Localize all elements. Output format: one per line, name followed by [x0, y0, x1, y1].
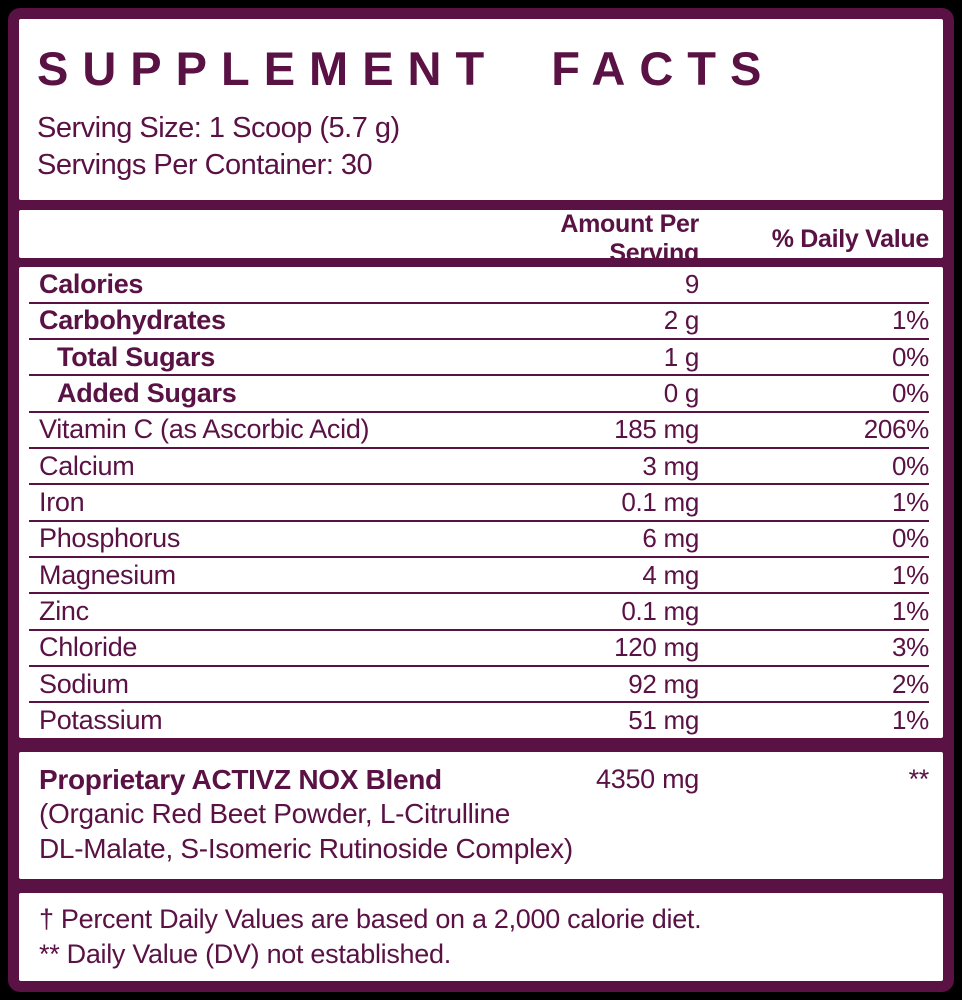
- nutrient-label: Phosphorus: [39, 523, 181, 554]
- table-row: Sodium 92 mg 2%: [29, 667, 929, 704]
- nutrient-label: Carbohydrates: [39, 305, 226, 336]
- serving-size: Serving Size: 1 Scoop (5.7 g): [37, 112, 400, 144]
- nutrient-amount: 0.1 mg: [621, 595, 699, 626]
- table-row: Potassium 51 mg 1%: [29, 703, 929, 737]
- column-header-amount: Amount Per Serving: [560, 210, 699, 268]
- nutrient-table: Calories 9 Carbohydrates 2 g 1% Total Sugars 1…: [19, 267, 943, 738]
- blend-ingredients-line-2: DL-Malate, S-Isomeric Rutinoside Complex…: [39, 833, 573, 865]
- blend-name: Proprietary ACTIVZ NOX Blend: [39, 763, 442, 795]
- nutrient-amount: 92 mg: [628, 668, 699, 699]
- nutrient-amount: 4 mg: [642, 559, 699, 590]
- nutrient-label: Iron: [39, 486, 85, 517]
- nutrient-daily-value: 1%: [892, 705, 929, 736]
- nutrient-daily-value: 1%: [892, 595, 929, 626]
- nutrient-daily-value: 0%: [892, 377, 929, 408]
- table-row: Calories 9: [29, 267, 929, 304]
- nutrient-label: Total Sugars: [57, 341, 215, 372]
- blend-daily-value: **: [908, 763, 930, 794]
- nutrient-amount: 9: [684, 268, 699, 299]
- table-row: Added Sugars 0 g 0%: [29, 376, 929, 413]
- table-row: Phosphorus 6 mg 0%: [29, 522, 929, 558]
- table-row: Chloride 120 mg 3%: [29, 631, 929, 667]
- nutrient-daily-value: 3%: [892, 632, 929, 663]
- table-row: Total Sugars 1 g 0%: [29, 340, 929, 377]
- nutrient-amount: 1 g: [663, 341, 700, 372]
- nutrient-daily-value: 0%: [892, 341, 929, 372]
- nutrient-label: Calories: [39, 268, 144, 299]
- nutrient-daily-value: 206%: [863, 414, 930, 445]
- table-row: Magnesium 4 mg 1%: [29, 558, 929, 595]
- proprietary-blend-section: Proprietary ACTIVZ NOX Blend 4350 mg ** …: [19, 751, 943, 879]
- footnote-dv-not-established: ** Daily Value (DV) not established.: [39, 938, 451, 969]
- column-header-daily-value: % Daily Value: [771, 224, 930, 253]
- nutrient-amount: 120 mg: [614, 632, 699, 663]
- nutrient-daily-value: 0%: [892, 450, 929, 481]
- table-row: Zinc 0.1 mg 1%: [29, 594, 929, 631]
- servings-per-container: Servings Per Container: 30: [37, 149, 373, 182]
- nutrient-amount: 0 g: [663, 377, 700, 408]
- nutrient-label: Potassium: [39, 705, 163, 736]
- nutrient-label: Chloride: [39, 632, 138, 663]
- header-section: SUPPLEMENT FACTS Serving Size: 1 Scoop (…: [19, 19, 943, 201]
- table-row: Iron 0.1 mg 1%: [29, 485, 929, 522]
- blend-ingredients-line-1: (Organic Red Beet Powder, L-Citrulline: [39, 797, 511, 829]
- table-row: Carbohydrates 2 g 1%: [29, 304, 929, 340]
- nutrient-daily-value: 2%: [892, 668, 929, 699]
- footnote-daily-values: † Percent Daily Values are based on a 2,…: [39, 903, 702, 934]
- blend-amount: 4350 mg: [596, 763, 699, 794]
- supplement-facts-panel: SUPPLEMENT FACTS Serving Size: 1 Scoop (…: [8, 8, 954, 992]
- nutrient-amount: 185 mg: [614, 414, 699, 445]
- nutrient-amount: 51 mg: [628, 705, 699, 736]
- nutrient-amount: 2 g: [663, 305, 700, 336]
- table-row: Calcium 3 mg 0%: [29, 449, 929, 486]
- nutrient-amount: 3 mg: [642, 450, 699, 481]
- nutrient-label: Added Sugars: [57, 377, 237, 408]
- table-row: Vitamin C (as Ascorbic Acid) 185 mg 206%: [29, 413, 929, 449]
- nutrient-label: Calcium: [39, 450, 135, 481]
- panel-title: SUPPLEMENT FACTS: [37, 42, 776, 95]
- nutrient-label: Zinc: [39, 595, 89, 626]
- nutrient-label: Magnesium: [39, 559, 176, 590]
- nutrient-daily-value: 1%: [892, 559, 929, 590]
- nutrient-daily-value: 1%: [892, 305, 929, 336]
- nutrient-daily-value: 0%: [892, 523, 929, 554]
- nutrient-label: Vitamin C (as Ascorbic Acid): [39, 414, 370, 445]
- nutrient-label: Sodium: [39, 668, 129, 699]
- footnotes-section: † Percent Daily Values are based on a 2,…: [19, 892, 943, 981]
- nutrient-amount: 0.1 mg: [621, 486, 699, 517]
- nutrient-daily-value: 1%: [892, 486, 929, 517]
- column-header-row: Amount Per Serving % Daily Value: [19, 210, 943, 267]
- nutrient-amount: 6 mg: [642, 523, 699, 554]
